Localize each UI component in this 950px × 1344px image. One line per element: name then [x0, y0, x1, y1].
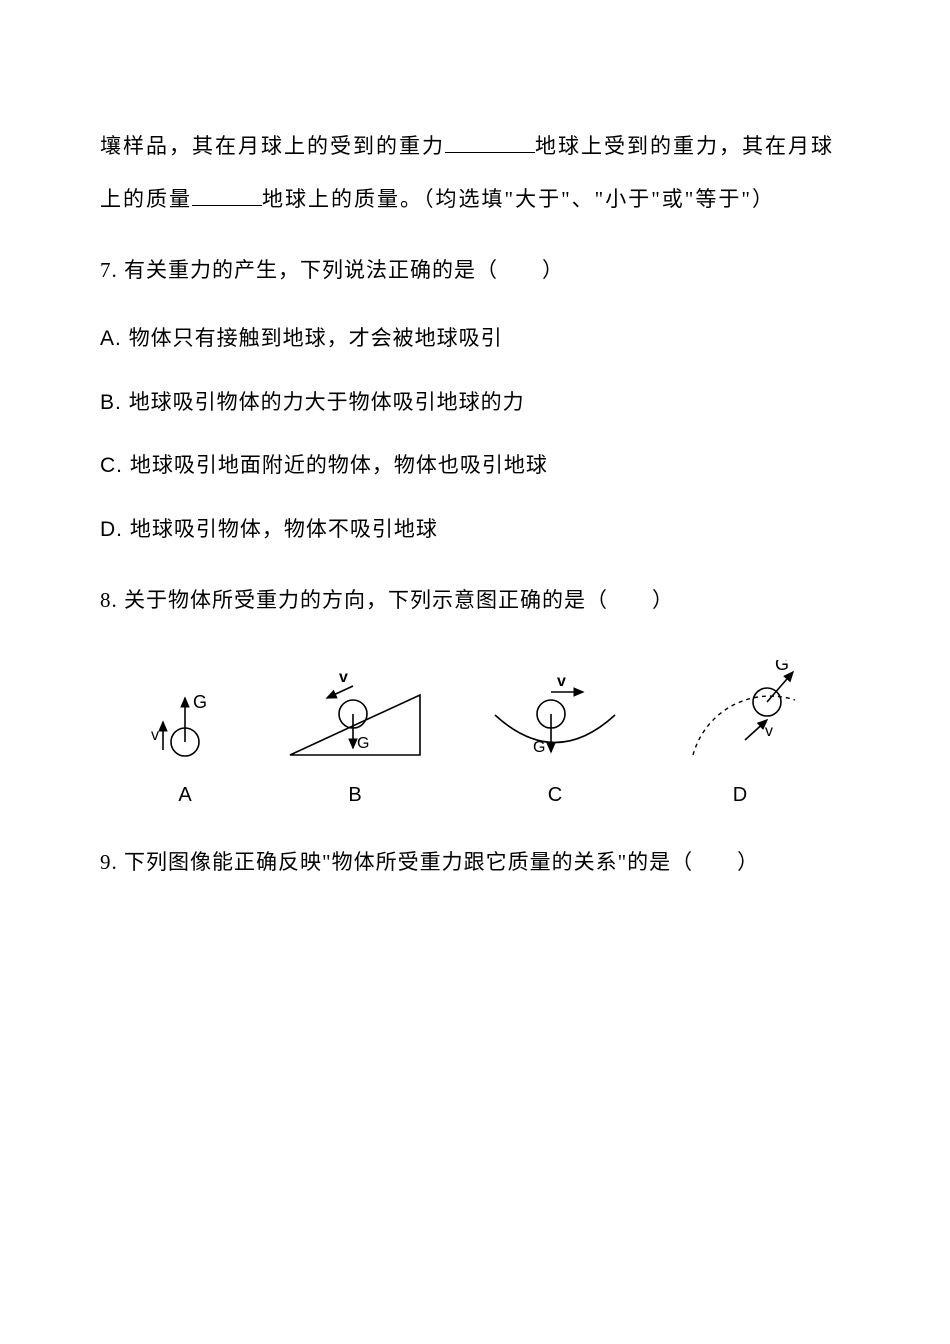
p6-text-4: 地球上的质量。（均选填"大于"、"小于"或"等	[262, 187, 718, 211]
q8-label-c: C	[548, 784, 562, 807]
q7-b-prefix: B.	[100, 391, 129, 414]
diagram-a-svg: v G	[145, 680, 225, 770]
q7-a-text: 物体只有接触到地球，才会被地球吸引	[129, 326, 503, 350]
diagram-c-svg: v G	[485, 670, 625, 770]
q7-option-b: B. 地球吸引物体的力大于物体吸引地球的力	[100, 377, 850, 428]
q8-stem: 8. 关于物体所受重力的方向，下列示意图正确的是（ ）	[100, 575, 850, 625]
q8-figure-d: G v D	[675, 660, 805, 807]
diagram-b-v: v	[339, 670, 348, 686]
diagram-d-g: G	[775, 660, 789, 674]
diagram-d-v: v	[765, 723, 773, 740]
q8-figure-a: v G A	[145, 680, 225, 807]
diagram-d-svg: G v	[675, 660, 805, 770]
q7-option-a: A. 物体只有接触到地球，才会被地球吸引	[100, 313, 850, 364]
paragraph-6: 壤样品，其在月球上的受到的重力 地球上受到的重力，其在月球上的质量 地球上的质量。（…	[100, 120, 850, 225]
q8-figures: v G A v G B	[120, 660, 830, 807]
q8-figure-b: v G B	[275, 670, 435, 807]
q7-a-prefix: A.	[100, 327, 129, 350]
q8-label-b: B	[348, 784, 361, 807]
diagram-c-g: G	[533, 739, 545, 756]
q7-d-text: 地球吸引物体，物体不吸引地球	[130, 517, 438, 541]
q8-label-a: A	[178, 784, 191, 807]
q9-stem: 9. 下列图像能正确反映"物体所受重力跟它质量的关系"的是（ ）	[100, 837, 850, 887]
diagram-c-v: v	[557, 673, 566, 690]
p6-text-5: 于"）	[718, 187, 775, 211]
diagram-a-g: G	[193, 692, 207, 712]
p6-text-3: 上的质量	[100, 187, 192, 211]
p6-text-2: 地球上受到的重力，其在月球	[535, 134, 834, 158]
q8-figure-c: v G C	[485, 670, 625, 807]
q7-c-text: 地球吸引地面附近的物体，物体也吸引地球	[130, 453, 548, 477]
diagram-a-v: v	[151, 727, 159, 744]
p6-text-1: 壤样品，其在月球上的受到的重力	[100, 134, 445, 158]
diagram-b-g: G	[357, 735, 369, 752]
q7-option-c: C. 地球吸引地面附近的物体，物体也吸引地球	[100, 440, 850, 491]
q8-label-d: D	[733, 784, 747, 807]
q7-c-prefix: C.	[100, 454, 130, 477]
q7-d-prefix: D.	[100, 518, 130, 541]
blank-2	[192, 185, 262, 206]
q7-b-text: 地球吸引物体的力大于物体吸引地球的力	[129, 390, 525, 414]
q7-stem: 7. 有关重力的产生，下列说法正确的是（ ）	[100, 245, 850, 295]
blank-1	[445, 132, 535, 153]
diagram-b-svg: v G	[275, 670, 435, 770]
q7-option-d: D. 地球吸引物体，物体不吸引地球	[100, 504, 850, 555]
